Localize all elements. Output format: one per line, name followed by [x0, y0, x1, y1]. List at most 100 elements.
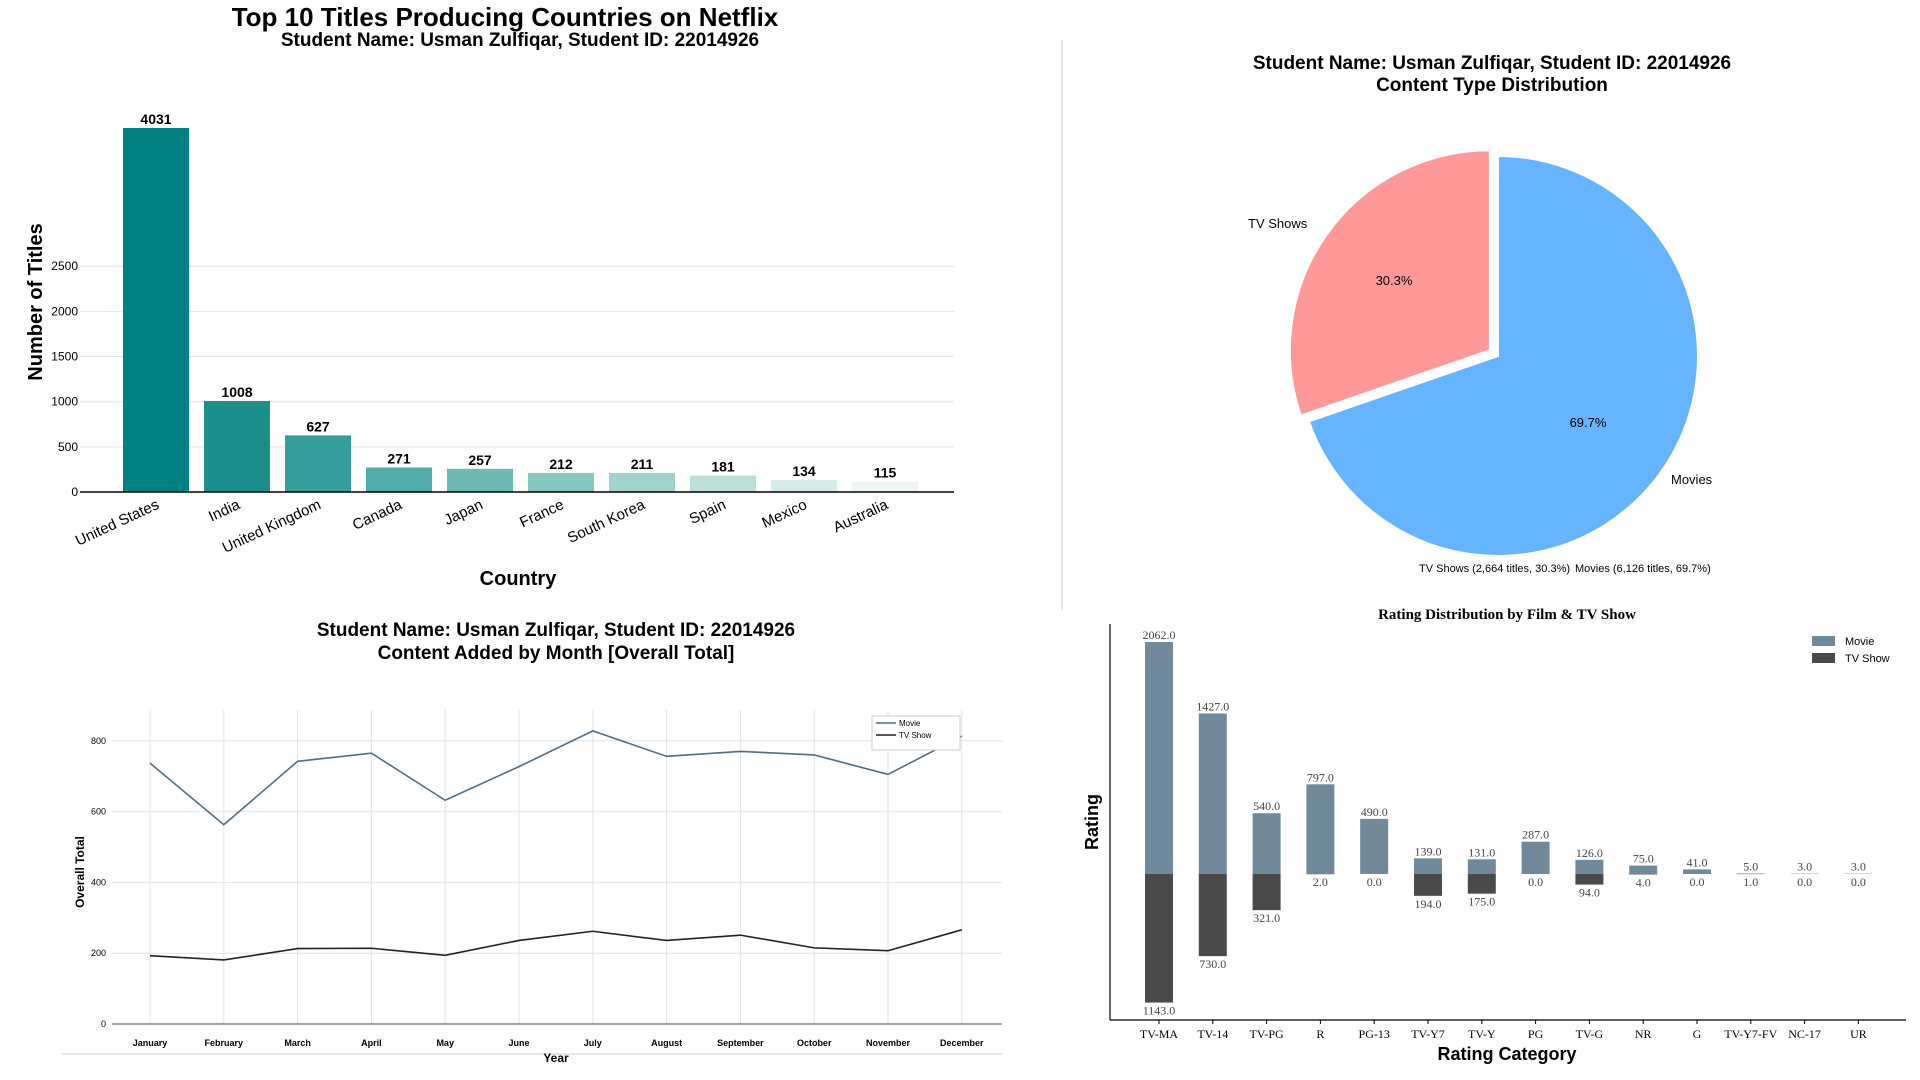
chart4-label-movie: 41.0 [1687, 855, 1708, 869]
chart1-data-label: 271 [387, 451, 411, 467]
chart3-xtick: July [584, 1038, 602, 1048]
chart3-ylabel: Overall Total [73, 836, 87, 908]
chart4-xtick: TV-PG [1249, 1027, 1284, 1041]
chart4-label-tvshow: 2.0 [1313, 875, 1328, 889]
chart4-xtick: TV-14 [1197, 1027, 1228, 1041]
chart1-data-label: 115 [874, 465, 897, 481]
chart4-bar-tvshow [1145, 874, 1173, 1003]
chart1-xlabel: Country [480, 568, 558, 590]
chart1-title: Top 10 Titles Producing Countries on Net… [232, 2, 779, 32]
chart4-bar-movie [1575, 859, 1604, 874]
chart4-xtick: NR [1635, 1027, 1652, 1041]
chart2-title: Student Name: Usman Zulfiqar, Student ID… [1253, 53, 1731, 74]
chart1-ylabel: Number of Titles [25, 223, 47, 380]
chart4-label-tvshow: 730.0 [1199, 957, 1226, 971]
chart4-label-tvshow: 94.0 [1579, 886, 1600, 900]
chart3-ytick: 600 [91, 807, 106, 817]
chart4-bar-tvshow [1252, 874, 1281, 911]
chart4-label-movie: 75.0 [1633, 852, 1654, 866]
chart1-ytick: 2000 [51, 304, 78, 318]
chart3-series-line [149, 929, 963, 961]
chart1-bar [204, 400, 270, 492]
chart4-xtick: UR [1850, 1027, 1867, 1041]
chart4-label-tvshow: 4.0 [1636, 875, 1651, 889]
chart4-label-tvshow: 1143.0 [1143, 1004, 1176, 1018]
chart4-bar-movie [1414, 858, 1442, 874]
chart4-bar-movie [1467, 859, 1496, 874]
chart4-xtick: TV-Y7 [1411, 1027, 1445, 1041]
pie-slice [1288, 149, 1491, 417]
chart4-label-movie: 5.0 [1743, 859, 1758, 873]
chart4-title: Rating Distribution by Film & TV Show [1378, 607, 1636, 623]
chart4-xtick: TV-Y7-FV [1724, 1027, 1777, 1041]
chart1-xtick: Spain [687, 496, 729, 528]
pie-pct-tvshows: 30.3% [1376, 273, 1413, 288]
chart1-data-label: 627 [306, 418, 330, 434]
chart3-xtick: April [361, 1038, 382, 1048]
chart4-label-tvshow: 175.0 [1468, 895, 1495, 909]
rating-distribution-chart: Rating Distribution by Film & TV Show 20… [1082, 607, 1906, 1064]
chart3-subtitle: Content Added by Month [Overall Total] [378, 643, 735, 664]
chart2-subtitle: Content Type Distribution [1376, 75, 1608, 96]
chart4-label-tvshow: 0.0 [1797, 875, 1812, 889]
chart3-xtick: September [717, 1038, 764, 1048]
content-type-pie-chart: Student Name: Usman Zulfiqar, Student ID… [1248, 53, 1731, 575]
chart4-label-movie: 131.0 [1468, 845, 1495, 859]
chart4-bar-tvshow [1467, 874, 1496, 894]
chart4-bar-movie [1521, 841, 1550, 874]
chart4-xtick: G [1693, 1027, 1702, 1041]
chart3-title: Student Name: Usman Zulfiqar, Student ID… [317, 620, 795, 641]
chart4-bar-movie [1683, 869, 1711, 874]
chart1-xtick: Canada [350, 496, 405, 534]
chart1-data-label: 211 [631, 456, 654, 472]
chart3-xlabel: Year [543, 1051, 569, 1065]
pie-legend-tvshows: TV Shows (2,664 titles, 30.3%) [1419, 563, 1570, 575]
chart4-xtick: R [1316, 1027, 1324, 1041]
chart4-bar-movie [1306, 784, 1335, 874]
chart3-series-line [149, 730, 963, 826]
chart1-data-label: 4031 [140, 111, 171, 127]
chart1-xtick: United States [73, 496, 162, 549]
chart1-bar [852, 481, 918, 492]
chart4-label-movie: 490.0 [1361, 805, 1388, 819]
chart1-subtitle: Student Name: Usman Zulfiqar, Student ID… [281, 30, 759, 51]
chart3-xtick: February [205, 1038, 244, 1048]
chart3-ytick: 200 [91, 948, 106, 958]
monthly-line-chart: Student Name: Usman Zulfiqar, Student ID… [62, 620, 1002, 1065]
chart3-xtick: October [797, 1038, 832, 1048]
chart4-label-tvshow: 0.0 [1528, 875, 1543, 889]
legend-movie-label: Movie [899, 719, 921, 728]
chart4-label-movie: 3.0 [1851, 860, 1866, 874]
chart4-bar-movie [1145, 642, 1173, 874]
chart3-ytick: 800 [91, 736, 106, 746]
chart1-bar [609, 472, 675, 492]
countries-bar-chart: Top 10 Titles Producing Countries on Net… [25, 2, 954, 590]
legend-tvshow-label: TV Show [899, 731, 932, 740]
chart1-bar [447, 468, 513, 492]
chart1-ytick: 0 [71, 485, 78, 499]
chart4-bar-movie [1198, 713, 1227, 874]
chart4-label-movie: 126.0 [1576, 846, 1603, 860]
chart1-bar [771, 479, 837, 492]
chart4-label-tvshow: 194.0 [1415, 897, 1442, 911]
legend4-movie-label: Movie [1845, 636, 1874, 648]
chart1-ytick: 1500 [51, 350, 78, 364]
chart4-xlabel: Rating Category [1437, 1044, 1576, 1064]
chart4-xtick: PG-13 [1359, 1027, 1390, 1041]
chart4-legend: Movie TV Show [1812, 636, 1890, 665]
chart1-data-label: 212 [549, 456, 573, 472]
pie-label-tvshows: TV Shows [1248, 216, 1308, 231]
chart3-xtick: August [651, 1038, 682, 1048]
chart1-xtick: South Korea [565, 496, 648, 547]
chart4-label-movie: 139.0 [1415, 844, 1442, 858]
chart4-xtick: TV-Y [1468, 1027, 1496, 1041]
chart3-xtick: January [133, 1038, 168, 1048]
chart3-xtick: November [866, 1038, 911, 1048]
chart1-ytick: 500 [58, 440, 78, 454]
chart4-label-tvshow: 1.0 [1743, 875, 1758, 889]
chart3-xtick: June [508, 1038, 529, 1048]
chart1-data-label: 181 [711, 459, 735, 475]
chart4-bar-movie [1252, 813, 1281, 874]
chart1-data-label: 134 [792, 463, 816, 479]
chart4-label-movie: 2062.0 [1143, 628, 1176, 642]
